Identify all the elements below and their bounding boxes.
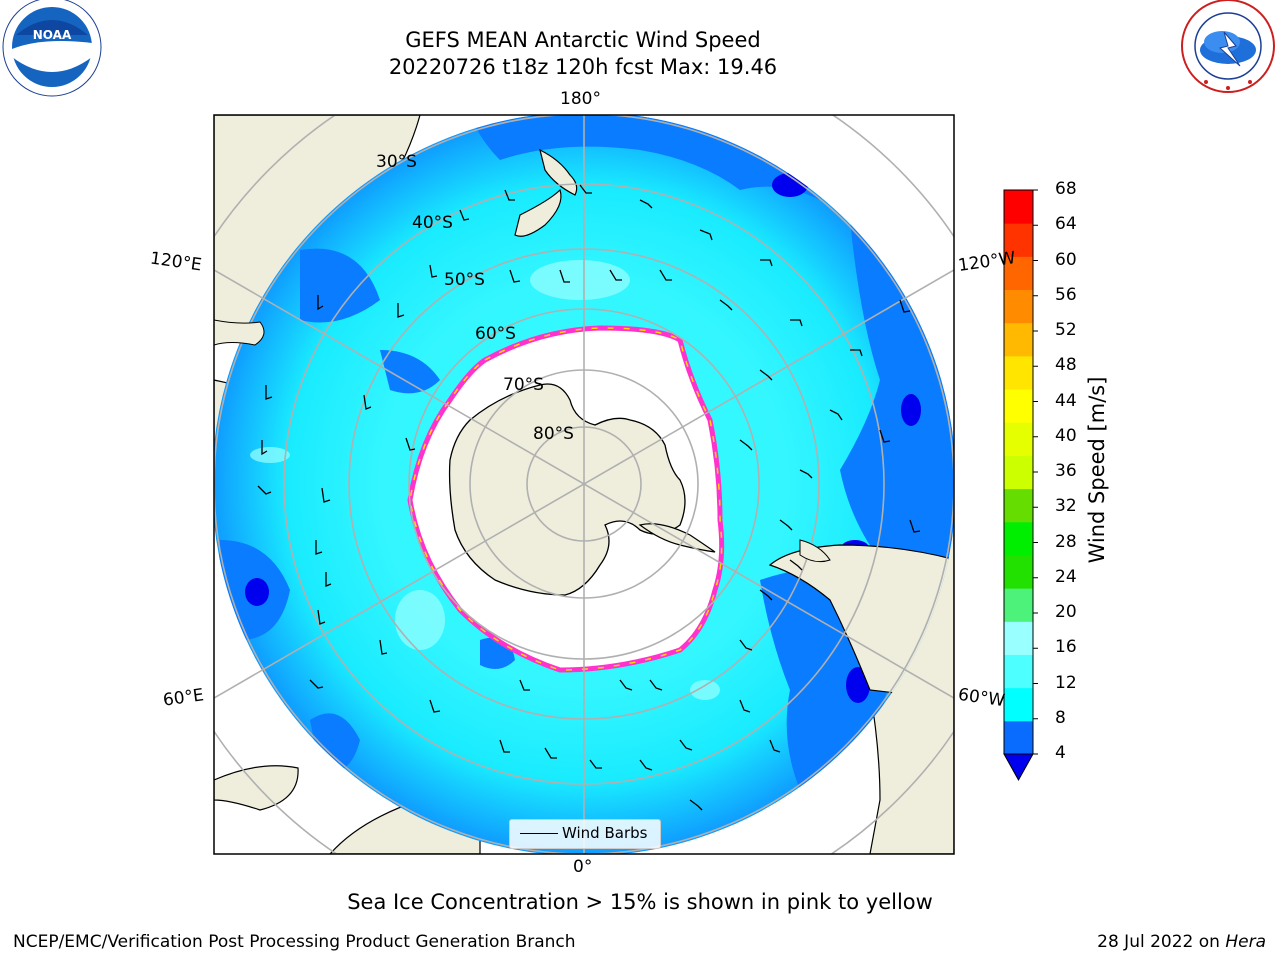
lat-label-30s: 30°S: [376, 152, 417, 172]
colorbar-tick-label: 20: [1055, 602, 1077, 622]
colorbar-segment: [1004, 389, 1033, 423]
footer-credit: NCEP/EMC/Verification Post Processing Pr…: [13, 932, 576, 952]
colorbar-tick-label: 24: [1055, 566, 1077, 587]
colorbar-segment: [1004, 322, 1033, 357]
colorbar-tick-label: 64: [1055, 214, 1077, 235]
colorbar-segment: [1004, 554, 1033, 589]
colorbar-segment: [1004, 588, 1033, 622]
coastline-islands: [214, 319, 831, 563]
colorbar-tick-label: 36: [1055, 461, 1077, 481]
lat-label-60s: 60°S: [475, 324, 516, 344]
colorbar-tick-label: 4: [1055, 743, 1066, 763]
colorbar-segment: [1004, 455, 1033, 490]
colorbar-tick-label: 32: [1055, 496, 1077, 517]
colorbar-segment: [1004, 190, 1033, 224]
colorbar-tick-label: 12: [1055, 672, 1077, 693]
map-frame-border: [213, 114, 955, 855]
wind-barbs: [257, 184, 921, 811]
sea-ice-caption: Sea Ice Concentration > 15% is shown in …: [347, 890, 933, 914]
legend-label: Wind Barbs: [562, 824, 648, 842]
chart-subtitle: 20220726 t18z 120h fcst Max: 19.46: [388, 55, 778, 79]
colorbar-segment: [1004, 355, 1033, 390]
colorbar-segment: [1004, 687, 1033, 722]
colorbar-tick-label: 52: [1055, 320, 1077, 340]
colorbar-segment: [1004, 521, 1033, 556]
lon-label-0: 0°: [573, 857, 593, 877]
lat-label-50s: 50°S: [444, 270, 485, 290]
colorbar-segment: [1004, 488, 1033, 523]
footer-date-text: 28 Jul 2022 on: [1097, 932, 1226, 952]
colorbar-segment: [1004, 621, 1033, 655]
colorbar-tick-label: 48: [1055, 355, 1077, 376]
colorbar-segment: [1004, 256, 1033, 291]
colorbar-tick-label: 60: [1055, 249, 1077, 270]
lon-label-180: 180°: [560, 89, 601, 109]
nws-logo: [1181, 0, 1275, 93]
colorbar-title: Wind Speed [m/s]: [1085, 376, 1109, 564]
colorbar-tick-label: 28: [1055, 531, 1077, 552]
wind-barb-legend-line: [520, 833, 558, 834]
colorbar-tick-label: 56: [1055, 284, 1077, 305]
colorbar-segment: [1004, 654, 1033, 689]
map-legend: Wind Barbs: [509, 819, 661, 849]
colorbar-segment: [1004, 289, 1033, 324]
noaa-logo-text: NOAA: [33, 28, 72, 42]
colorbar-segment: [1004, 422, 1033, 456]
colorbar-tick-label: 16: [1055, 637, 1077, 658]
colorbar-segment: [1004, 223, 1033, 257]
footer-machine: Hera: [1225, 932, 1266, 952]
lat-label-40s: 40°S: [412, 213, 453, 233]
lat-label-80s: 80°S: [533, 424, 574, 444]
colorbar-tick-label: 8: [1055, 707, 1066, 728]
colorbar: [1003, 189, 1038, 782]
chart-title: GEFS MEAN Antarctic Wind Speed: [405, 28, 761, 52]
graticule: [214, 115, 954, 854]
noaa-logo: NOAA: [2, 0, 102, 97]
colorbar-extend-arrow: [1003, 753, 1034, 782]
colorbar-tick-label: 44: [1055, 390, 1077, 411]
high-wind-patches: [250, 260, 720, 700]
colorbar-tick-label: 68: [1055, 179, 1077, 199]
footer-date: 28 Jul 2022 on Hera: [1097, 932, 1266, 952]
lat-label-70s: 70°S: [503, 375, 544, 395]
colorbar-tick-label: 40: [1055, 425, 1077, 446]
colorbar-segment: [1004, 720, 1033, 755]
